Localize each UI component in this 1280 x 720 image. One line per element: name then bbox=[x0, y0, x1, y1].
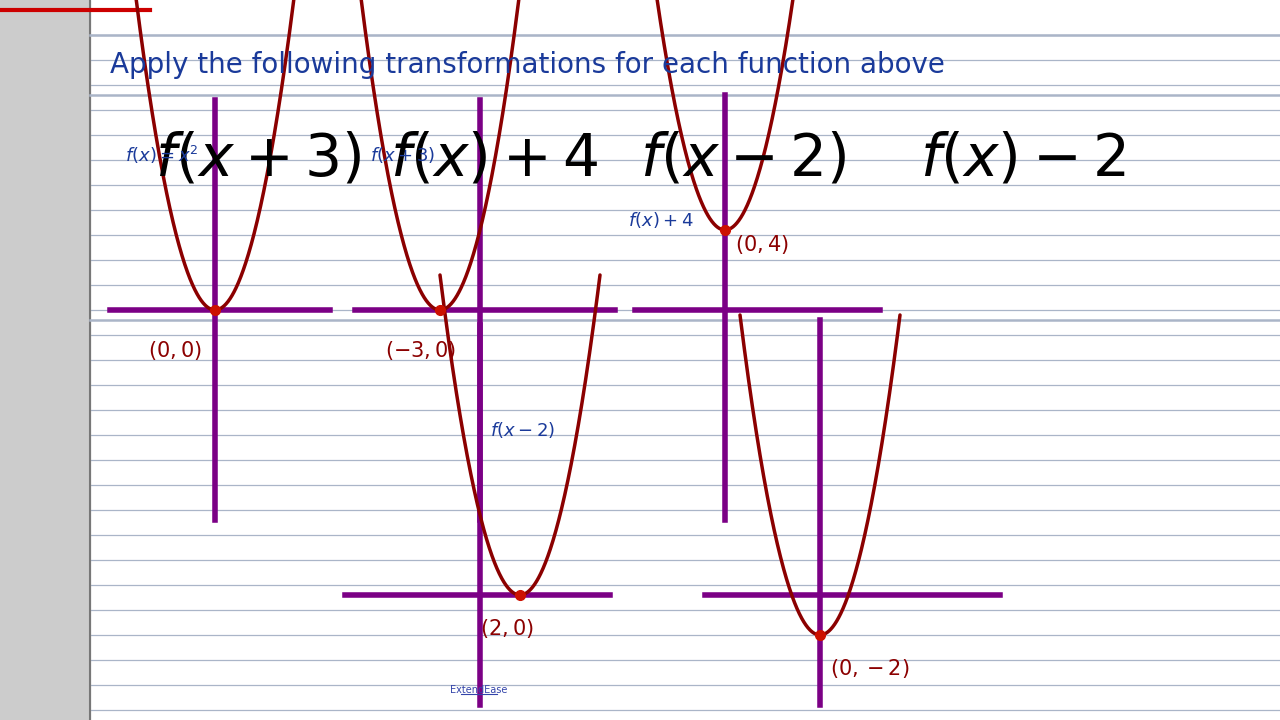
Text: $f(x-2)$: $f(x-2)$ bbox=[640, 132, 846, 188]
Text: $f(x+3)$: $f(x+3)$ bbox=[155, 132, 361, 188]
Text: Apply the following transformations for each function above: Apply the following transformations for … bbox=[110, 51, 945, 79]
Bar bbox=[0, 0, 90, 720]
Text: $(2,0)$: $(2,0)$ bbox=[480, 616, 534, 639]
Text: $(0,0)$: $(0,0)$ bbox=[148, 338, 202, 361]
Text: $(-3,0)$: $(-3,0)$ bbox=[385, 338, 456, 361]
Text: $f(x+3)$: $f(x+3)$ bbox=[370, 145, 435, 165]
Text: $f(x)-2$: $f(x)-2$ bbox=[920, 132, 1125, 188]
Text: $f(x)=x^2$: $f(x)=x^2$ bbox=[125, 144, 198, 166]
Text: $(0,-2)$: $(0,-2)$ bbox=[829, 657, 909, 680]
Text: $(0,4)$: $(0,4)$ bbox=[735, 233, 788, 256]
Text: ExtendEase: ExtendEase bbox=[451, 685, 508, 695]
Text: $f(x)+4$: $f(x)+4$ bbox=[390, 132, 598, 188]
Text: $f(x)+4$: $f(x)+4$ bbox=[628, 210, 694, 230]
Text: $f(x-2)$: $f(x-2)$ bbox=[490, 420, 556, 440]
